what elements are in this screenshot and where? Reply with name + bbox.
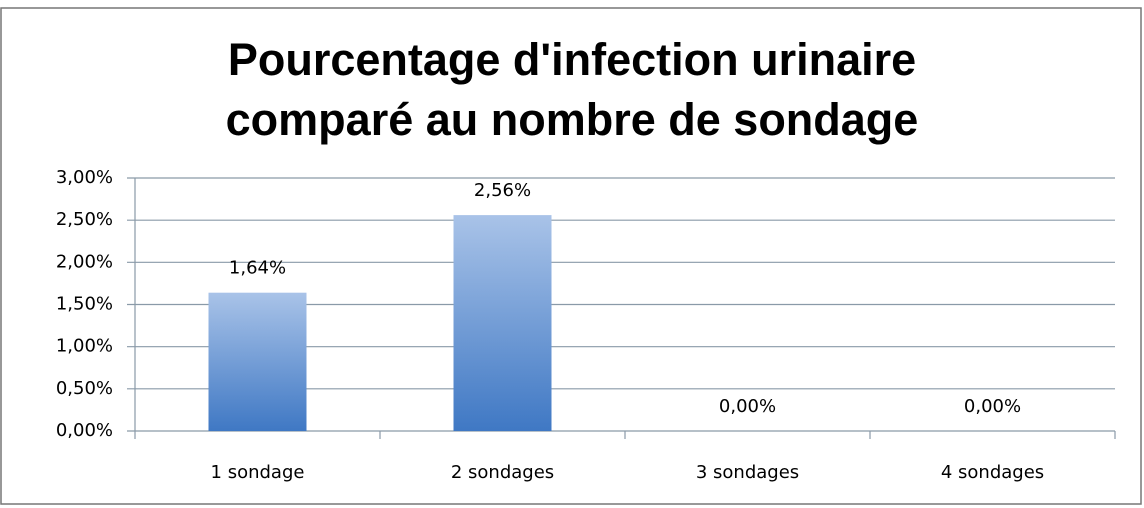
y-tick-label: 0,50%: [56, 378, 113, 399]
value-label: 0,00%: [719, 396, 776, 417]
x-tick-label: 2 sondages: [451, 462, 554, 483]
y-tick-label: 1,50%: [56, 294, 113, 315]
bar: [453, 215, 552, 431]
x-tick-label: 4 sondages: [941, 462, 1044, 483]
y-tick-label: 1,00%: [56, 336, 113, 357]
border: [0, 7, 1142, 505]
chart-title: Pourcentage d'infection urinaire comparé…: [225, 34, 919, 145]
y-tick-label: 3,00%: [56, 167, 113, 188]
x-tick-label: 1 sondage: [211, 462, 305, 483]
bar: [208, 292, 307, 431]
x-tick-label: 3 sondages: [696, 462, 799, 483]
y-tick-label: 2,50%: [56, 209, 113, 230]
y-tick-label: 0,00%: [56, 420, 113, 441]
y-tick-label: 2,00%: [56, 251, 113, 272]
value-label: 2,56%: [474, 180, 531, 201]
value-label: 1,64%: [229, 258, 286, 279]
value-label: 0,00%: [964, 396, 1021, 417]
